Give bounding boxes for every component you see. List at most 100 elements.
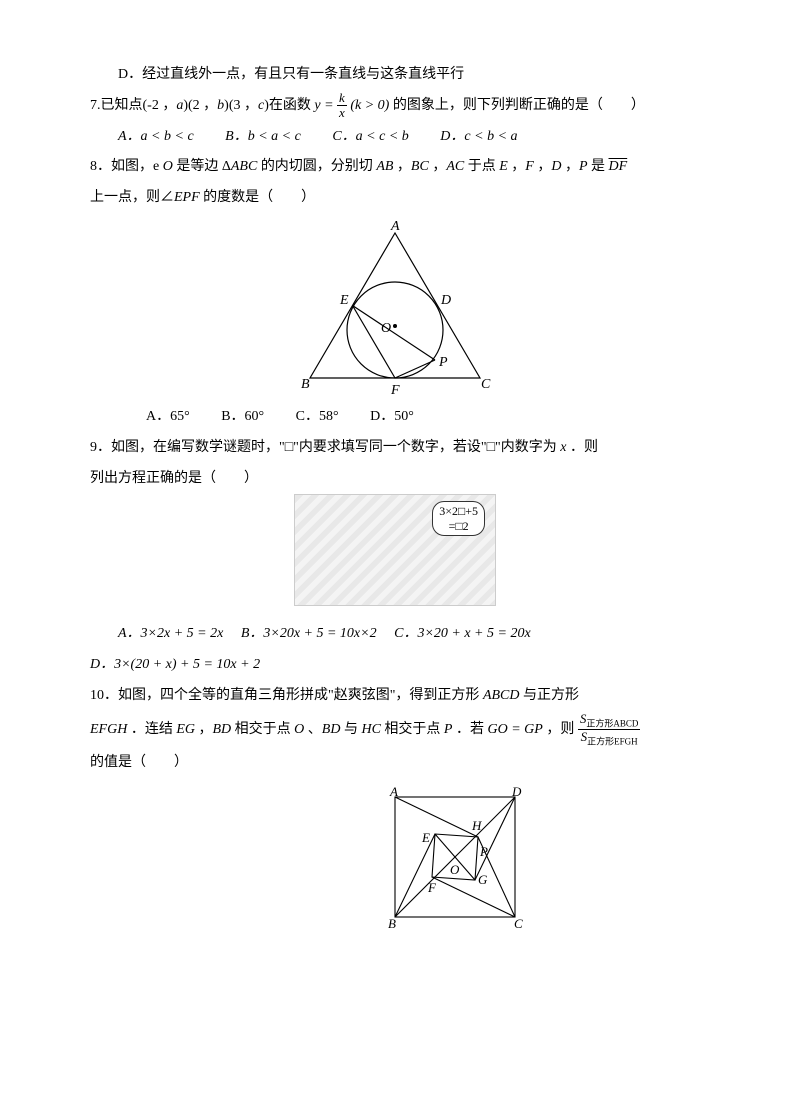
q10-stem-line2: EFGH ．连结 EG ，BD 相交于点 O 、BD 与 HC 相交于点 P ．… (90, 712, 700, 748)
label-D: D (440, 293, 451, 308)
label-C: C (514, 916, 523, 931)
q9-options-row2: D．3×(20 + x) + 5 = 10x + 2 (90, 650, 700, 681)
text: 9．如图，在编写数学谜题时，"□"内要求填写同一个数字，若设"□"内数字为 (90, 440, 557, 455)
text: 、 (304, 722, 322, 737)
area-ratio-fraction: S正方形ABCD S正方形EFGH (578, 712, 641, 748)
q9-option-d: D．3×(20 + x) + 5 = 10x + 2 (90, 657, 260, 672)
num: S正方形ABCD (578, 712, 641, 730)
q9-stem-line2: 列出方程正确的是（ ） (90, 464, 700, 495)
EPF: EPF (174, 190, 200, 205)
P: P (579, 159, 588, 174)
AC: AC (446, 159, 464, 174)
fraction-k-over-x: kx (337, 91, 347, 121)
E: E (499, 159, 508, 174)
q8-stem-line1: 8．如图，e O 是等边 ΔABC 的内切圆，分别切 AB ，BC ，AC 于点… (90, 152, 700, 183)
label-F: F (390, 383, 400, 398)
q7-option-c: C．a < c < b (332, 129, 408, 144)
q7-option-d: D．c < b < a (440, 129, 517, 144)
O: O (294, 722, 304, 737)
text: 上一点，则∠ (90, 190, 174, 205)
label-B: B (388, 916, 396, 931)
q7-stem: 7.已知点(-2 ，a)(2 ，b)(3 ，c)在函数 y = kx (k > … (90, 91, 700, 122)
HC: HC (361, 722, 380, 737)
ABC: ABC (231, 159, 257, 174)
label-F: F (427, 880, 437, 895)
cond: (k > 0) (350, 98, 389, 113)
speech-bubble: 3×2□+5=□2 (432, 501, 485, 536)
q9-option-c: C．3×20 + x + 5 = 20x (394, 626, 531, 641)
cartoon-placeholder: 3×2□+5=□2 (294, 494, 496, 606)
text: 相交于点 (231, 722, 294, 737)
label-D: D (511, 784, 522, 799)
label-O: O (381, 321, 391, 336)
q9-stem-line1: 9．如图，在编写数学谜题时，"□"内要求填写同一个数字，若设"□"内数字为 x … (90, 433, 700, 464)
EG: EG (176, 722, 195, 737)
text: ．连结 (127, 722, 176, 737)
label-P: P (479, 844, 488, 859)
zhaoshuang-diagram: A D B C E H G F O P (380, 782, 530, 932)
label-B: B (301, 377, 310, 392)
text: )在函数 (264, 98, 311, 113)
q8-figure: A B C E D F O P (90, 218, 700, 398)
D: D (551, 159, 561, 174)
BD: BD (213, 722, 232, 737)
text: 10．如图，四个全等的直角三角形拼成"赵爽弦图"，得到正方形 (90, 688, 483, 703)
q7-option-a: A．a < b < c (118, 129, 194, 144)
label-E: E (339, 293, 349, 308)
text: ， (534, 159, 552, 174)
q10-stem-line3: 的值是（ ） (90, 748, 700, 779)
text: 的内切圆，分别切 (257, 159, 376, 174)
q10-stem-line1: 10．如图，四个全等的直角三角形拼成"赵爽弦图"，得到正方形 ABCD 与正方形 (90, 681, 700, 712)
q8-option-b: B．60° (221, 409, 264, 424)
q8-stem-line2: 上一点，则∠EPF 的度数是（ ） (90, 183, 700, 214)
text: ， (393, 159, 411, 174)
q10-figure: A D B C E H G F O P (90, 782, 700, 932)
text: 的度数是（ ） (200, 190, 316, 205)
text: 是等边 Δ (173, 159, 231, 174)
BC: BC (411, 159, 429, 174)
text: )(2 ， (183, 98, 217, 113)
text: ．则 (570, 440, 598, 455)
q9-figure: 3×2□+5=□2 (90, 494, 700, 619)
den: S正方形EFGH (578, 730, 641, 747)
func-y: y = (314, 98, 333, 113)
text: )(3 ， (224, 98, 258, 113)
text: ， (561, 159, 579, 174)
text: ， (508, 159, 526, 174)
q8-option-d: D．50° (370, 409, 414, 424)
text: 的图象上，则下列判断正确的是（ ） (393, 98, 645, 113)
q9-options-row1: A．3×2x + 5 = 2x B．3×20x + 5 = 10x×2 C．3×… (90, 619, 700, 650)
label-E: E (421, 830, 430, 845)
q7-option-b: B．b < a < c (225, 129, 301, 144)
cond: GO = GP (487, 722, 542, 737)
arc-DF: DF (609, 159, 628, 174)
EFGH: EFGH (90, 722, 127, 737)
text: 相交于点 (381, 722, 444, 737)
var-x: x (560, 440, 566, 455)
label-O: O (450, 862, 460, 877)
q6-option-d: D．经过直线外一点，有且只有一条直线与这条直线平行 (90, 60, 700, 91)
label-H: H (471, 818, 482, 833)
text: ， (429, 159, 447, 174)
q8-option-c: C．58° (296, 409, 339, 424)
text: 与 (340, 722, 361, 737)
label-G: G (478, 872, 488, 887)
triangle-incircle-diagram: A B C E D F O P (285, 218, 505, 398)
text: 于点 (464, 159, 499, 174)
q8-options: A．65° B．60° C．58° D．50° (90, 402, 700, 433)
text: ， (195, 722, 213, 737)
text: 7.已知点(-2 ， (90, 98, 176, 113)
ABCD: ABCD (483, 688, 520, 703)
AB: AB (376, 159, 393, 174)
q8-option-a: A．65° (146, 409, 190, 424)
BD2: BD (322, 722, 341, 737)
text: ．若 (452, 722, 487, 737)
text: 是 (588, 159, 609, 174)
label-A: A (390, 219, 400, 234)
label-P: P (438, 355, 448, 370)
q7-options: A．a < b < c B．b < a < c C．a < c < b D．c … (90, 122, 700, 153)
label-A: A (389, 784, 398, 799)
text: ，则 (543, 722, 578, 737)
O: O (163, 159, 173, 174)
den: x (337, 106, 347, 120)
